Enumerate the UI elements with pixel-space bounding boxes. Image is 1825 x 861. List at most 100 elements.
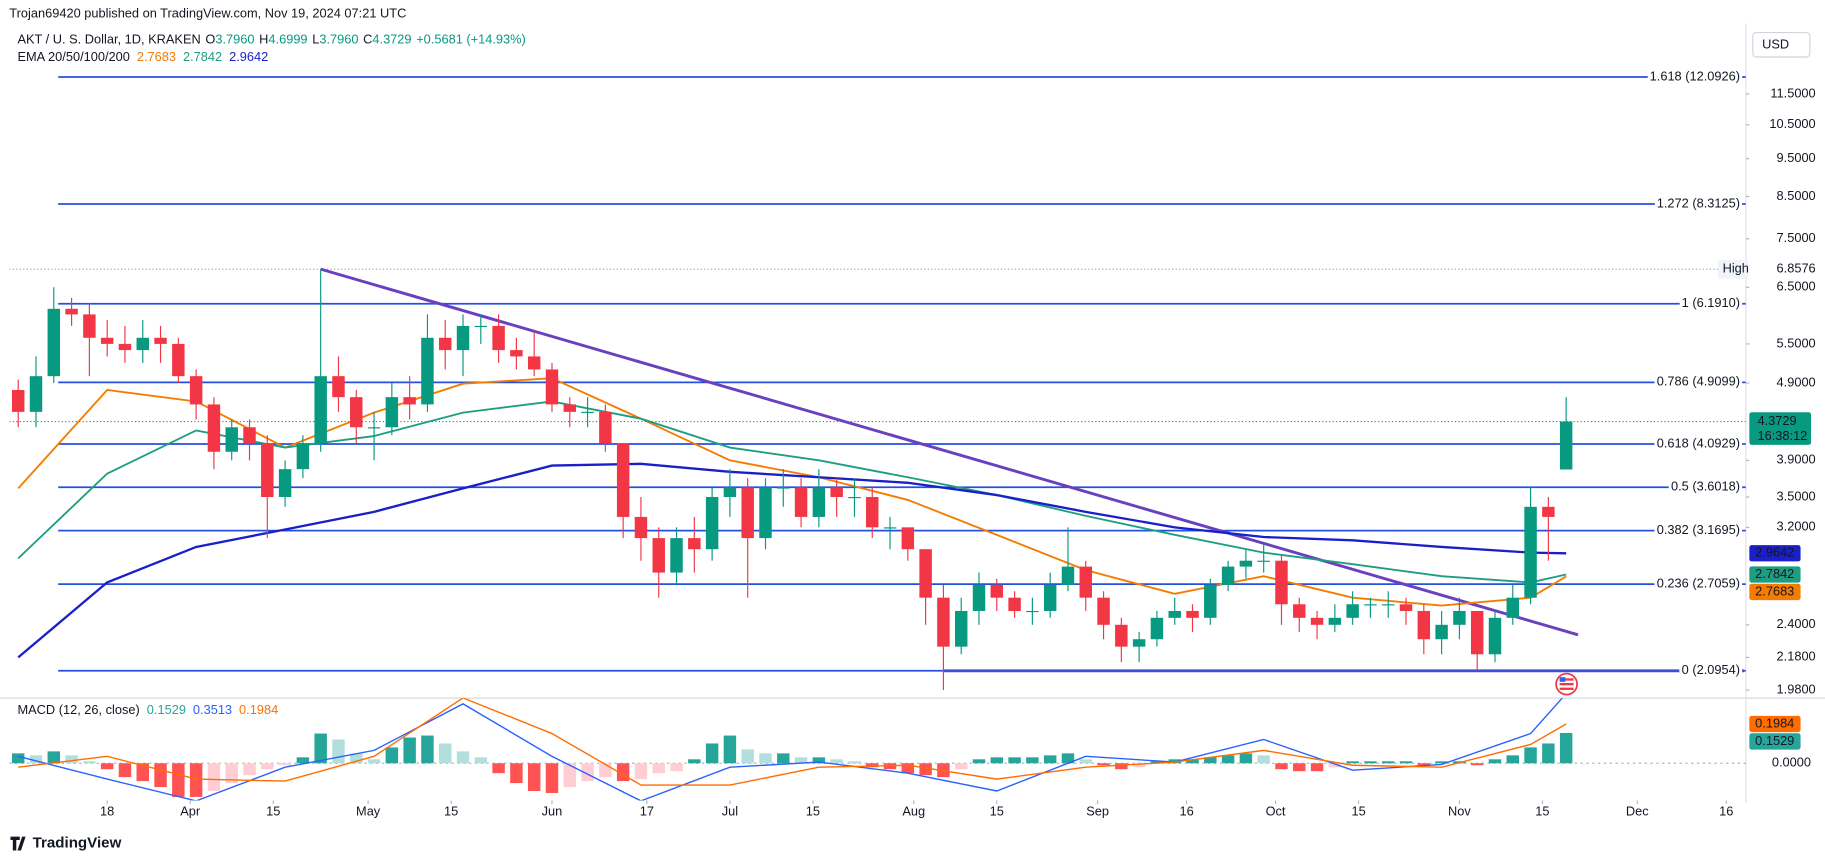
x-tick-label: 15 (444, 804, 458, 819)
value-tag-label: 0.1529 (1755, 733, 1794, 748)
candle-body (1008, 597, 1021, 611)
macd-histogram-bar (599, 763, 612, 778)
candle-body (207, 404, 221, 452)
candle-body (1150, 617, 1164, 640)
ohlc-value: 3.7960 (319, 32, 358, 47)
macd-histogram-bar (136, 763, 149, 782)
macd-histogram-bar (1061, 753, 1075, 764)
macd-histogram-bar (29, 755, 43, 764)
macd-histogram-bar (954, 763, 968, 770)
ema-value: 2.7842 (183, 50, 222, 65)
x-tick-label: Aug (902, 804, 925, 819)
macd-histogram-bar (11, 753, 25, 764)
macd-histogram-bar (118, 763, 132, 778)
candle-body (1364, 604, 1377, 606)
candle-body (901, 527, 915, 550)
x-tick-label: 16 (1719, 804, 1733, 819)
macd-histogram-bar (332, 739, 345, 764)
countdown: 16:38:12 (1757, 428, 1807, 443)
high-label: High (1723, 261, 1749, 276)
candle-body (1043, 584, 1057, 611)
macd-histogram-bar (1542, 743, 1555, 764)
macd-histogram-bar (1488, 759, 1502, 764)
brand: TradingView (10, 835, 122, 852)
macd-histogram-bar (1524, 747, 1537, 764)
macd-histogram-bar (741, 749, 754, 764)
macd-histogram-bar (1399, 761, 1413, 764)
candle-body (670, 538, 683, 573)
macd-histogram-bar (1506, 755, 1520, 764)
macd-histogram-bar (866, 763, 879, 768)
candle-body (510, 350, 523, 357)
value-tag (1749, 566, 1801, 583)
candle-body (634, 516, 648, 539)
candle-body (1186, 610, 1199, 618)
x-tick-label: Nov (1448, 804, 1471, 819)
candle-body (1097, 597, 1110, 625)
macd-histogram-bar (385, 747, 399, 764)
x-tick-label: 15 (990, 804, 1004, 819)
macd-histogram-bar (492, 763, 505, 774)
macd-histogram-bar (1293, 763, 1306, 772)
macd-histogram-bar (1115, 763, 1128, 770)
flag-stripe (1559, 682, 1574, 686)
brand-name: TradingView (33, 835, 122, 852)
flag-icon (1555, 672, 1578, 696)
fib-label: 0.5 (3.6018) (1671, 479, 1740, 494)
macd-histogram-bar (759, 753, 772, 764)
macd-histogram-bar (438, 743, 452, 764)
candle-body (954, 610, 968, 647)
candle-body (759, 487, 772, 539)
macd-histogram-bar (652, 763, 665, 774)
x-tick-label: 15 (806, 804, 820, 819)
candle-body (421, 337, 434, 405)
candle-body (189, 376, 203, 405)
macd-histogram-bar (919, 763, 932, 776)
candle-body (243, 427, 256, 444)
candle-body (1079, 566, 1092, 598)
macd-histogram-bar (207, 763, 221, 791)
macd-histogram-bar (1559, 732, 1573, 764)
currency-button[interactable]: USD (1752, 31, 1811, 58)
macd-histogram-bar (1221, 755, 1235, 764)
macd-line-value: 0.3513 (193, 702, 232, 717)
candle-body (172, 343, 185, 377)
currency-box[interactable] (1752, 31, 1811, 58)
y-tick-label: 5.5000 (1777, 335, 1816, 350)
macd-histogram-bar (1435, 761, 1448, 764)
candle-body (1542, 506, 1555, 517)
candle-body (688, 538, 701, 550)
macd-histogram-bar (83, 761, 96, 764)
candle-body (1470, 610, 1484, 655)
candle-body (990, 584, 1004, 598)
y-tick-label: 1.9800 (1777, 681, 1816, 696)
candle-body (1328, 617, 1342, 625)
candle-body (1257, 560, 1270, 562)
candle-body (456, 325, 470, 351)
y-tick-label: 11.5000 (1770, 85, 1815, 100)
macd-histogram-bar (1150, 761, 1164, 764)
ohlc-key: C (363, 32, 372, 47)
value-tag-label: 2.9642 (1755, 545, 1794, 560)
x-tick-label: Oct (1266, 804, 1286, 819)
currency[interactable]: USD (1762, 37, 1789, 52)
macd-hist-value: 0.1529 (147, 702, 186, 717)
candle-body (118, 343, 132, 351)
y-tick-label: 9.5000 (1777, 150, 1816, 165)
macd-histogram-bar (154, 763, 167, 788)
macd-histogram-bar (1328, 763, 1342, 768)
candle-body (1524, 506, 1537, 598)
macd-histogram-bar (1381, 761, 1395, 764)
candle-body (314, 376, 327, 444)
x-tick-label: 15 (266, 804, 280, 819)
macd-histogram-bar (1026, 757, 1039, 764)
y-tick-label: 6.5000 (1777, 279, 1816, 294)
candle-body (278, 469, 292, 497)
candle-body (545, 369, 559, 405)
candle-body (296, 443, 310, 470)
ema-label: EMA 20/50/100/200 (17, 50, 129, 65)
candle-body (29, 376, 43, 412)
x-tick-label: Apr (180, 804, 201, 819)
macd-histogram-bar (1204, 757, 1217, 764)
